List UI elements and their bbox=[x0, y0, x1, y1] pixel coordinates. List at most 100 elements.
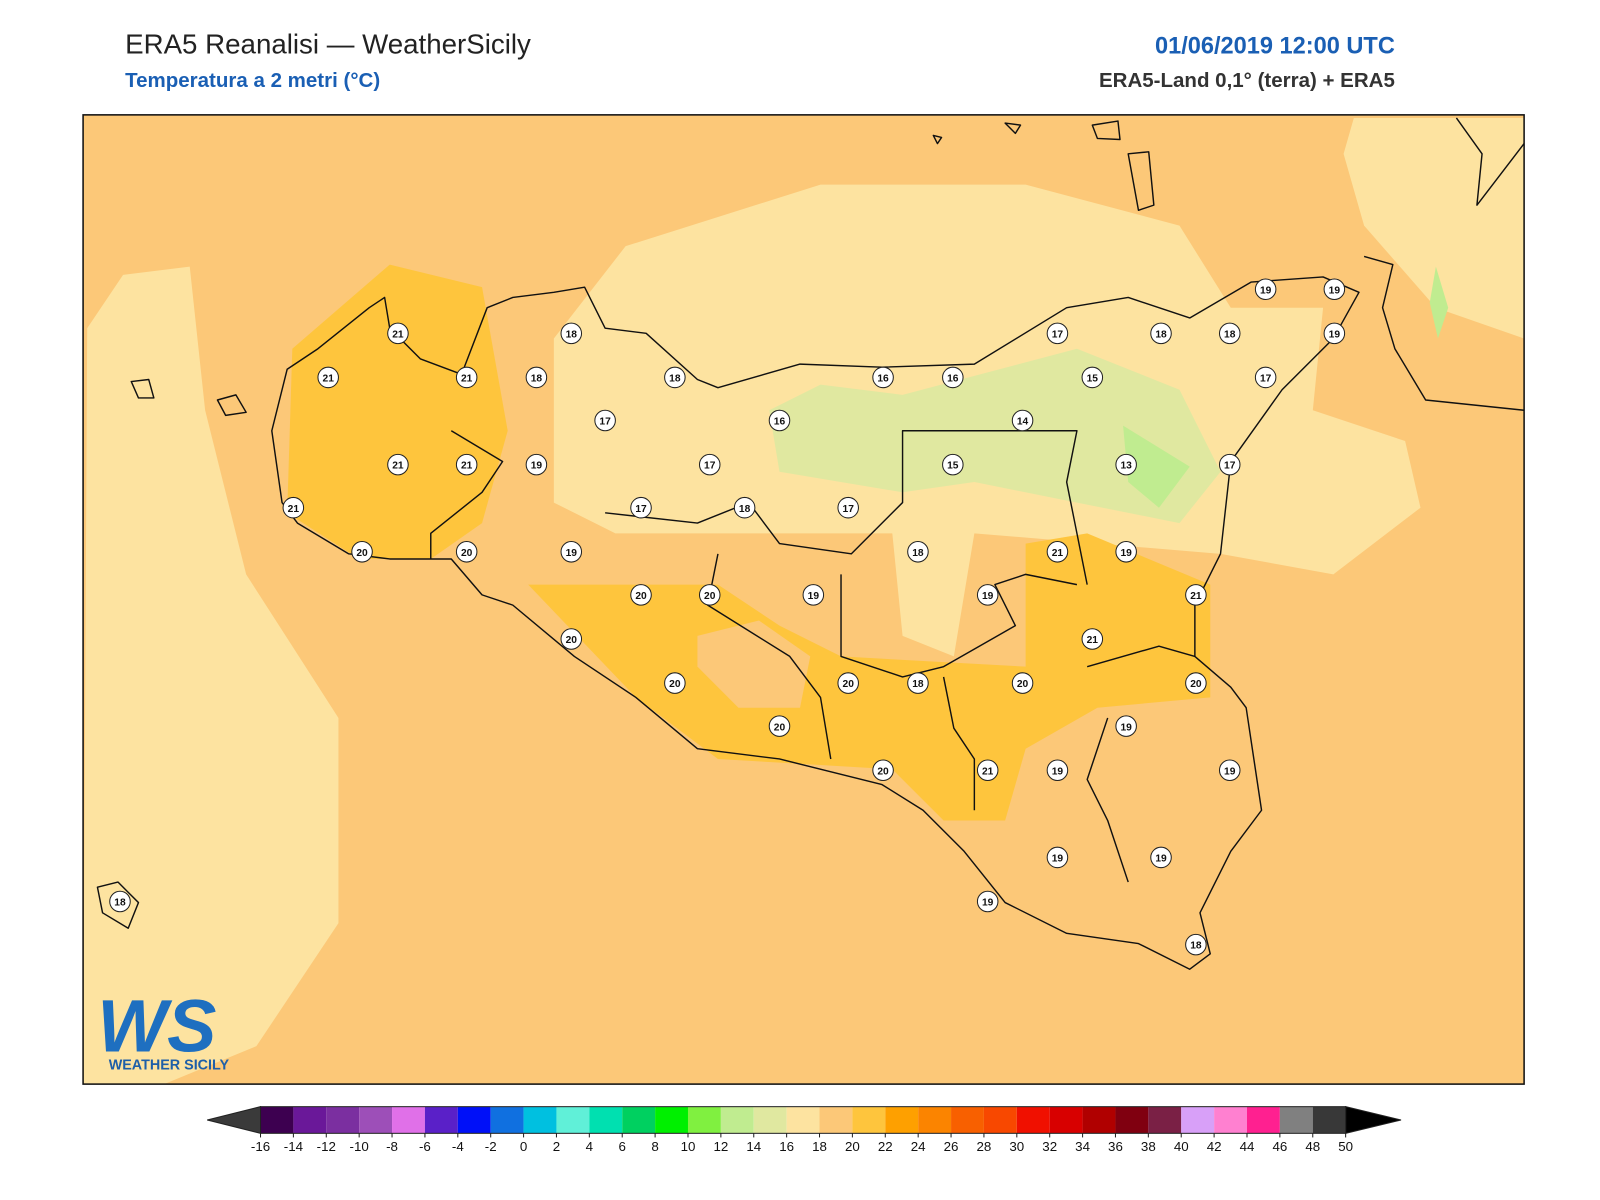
colorbar-tick-label: 40 bbox=[1174, 1139, 1189, 1154]
colorbar-segment bbox=[655, 1106, 688, 1134]
colorbar-tick-label: 42 bbox=[1207, 1139, 1222, 1154]
station-marker bbox=[630, 584, 652, 606]
station-marker bbox=[872, 759, 894, 782]
colorbar-tick-label: -8 bbox=[386, 1139, 398, 1154]
colorbar-segment bbox=[786, 1106, 820, 1134]
station-value: 20 bbox=[774, 722, 786, 733]
colorbar-tick-label: 36 bbox=[1108, 1139, 1123, 1154]
station-value: 20 bbox=[461, 548, 473, 559]
colorbar-tick-label: 38 bbox=[1141, 1139, 1156, 1154]
station-marker bbox=[387, 322, 409, 345]
station-value: 17 bbox=[704, 461, 716, 472]
station-marker bbox=[768, 409, 791, 432]
station-value: 19 bbox=[1329, 329, 1341, 340]
colorbar-segment bbox=[457, 1106, 491, 1134]
colorbar-under bbox=[207, 1106, 262, 1134]
colorbar-tick-label: 48 bbox=[1305, 1139, 1320, 1154]
coastline bbox=[1455, 117, 1525, 206]
station-marker bbox=[837, 672, 859, 694]
station-value: 17 bbox=[1224, 461, 1236, 472]
station-marker bbox=[317, 366, 339, 389]
map-frame bbox=[82, 114, 1525, 1085]
zone-12-14 bbox=[1429, 266, 1449, 339]
station-value: 20 bbox=[1190, 679, 1202, 690]
station-value: 19 bbox=[1120, 548, 1132, 559]
station-marker bbox=[942, 366, 964, 389]
station-value: 21 bbox=[288, 504, 300, 515]
station-value: 20 bbox=[1017, 679, 1029, 690]
station-value: 18 bbox=[912, 679, 924, 690]
station-value: 16 bbox=[947, 374, 959, 385]
station-value: 17 bbox=[843, 504, 855, 515]
station-value: 17 bbox=[599, 417, 611, 428]
colorbar-tick-label: 4 bbox=[586, 1139, 594, 1154]
colorbar-segment bbox=[1312, 1106, 1346, 1134]
map-panel: 21 18 21 21 18 18 17 16 21 21 19 17 17 18 17 21 20 20 19 20… bbox=[82, 114, 1525, 1085]
station-value: 19 bbox=[531, 461, 543, 472]
station-value: 19 bbox=[1224, 766, 1236, 777]
station-marker bbox=[907, 672, 929, 694]
colorbar-tick-label: -14 bbox=[284, 1139, 304, 1154]
station-value: 20 bbox=[704, 591, 716, 602]
station-marker bbox=[455, 453, 478, 476]
station-marker bbox=[109, 890, 131, 913]
colorbar-tick-label: 20 bbox=[845, 1139, 860, 1154]
station-value: 21 bbox=[392, 329, 404, 340]
station-marker bbox=[1218, 759, 1241, 782]
station-marker bbox=[351, 541, 373, 563]
colorbar-tick-label: 8 bbox=[651, 1139, 658, 1154]
station-value: 21 bbox=[1052, 548, 1064, 559]
station-value: 18 bbox=[566, 329, 578, 340]
station-value: 19 bbox=[1052, 766, 1064, 777]
colorbar-over bbox=[1345, 1106, 1402, 1134]
station-marker bbox=[455, 541, 478, 563]
colorbar-tick-label: 18 bbox=[812, 1139, 827, 1154]
station-value: 20 bbox=[877, 766, 889, 777]
colorbar-segment bbox=[1279, 1106, 1313, 1134]
station-value: 17 bbox=[1260, 374, 1272, 385]
station-marker bbox=[664, 366, 686, 389]
logo-text: WEATHER SICILY bbox=[109, 1058, 230, 1074]
station-marker bbox=[560, 628, 583, 650]
colorbar-tick-label: 50 bbox=[1338, 1139, 1353, 1154]
station-value: 21 bbox=[461, 374, 473, 385]
colorbar-segment bbox=[1115, 1106, 1149, 1134]
colorbar-segment bbox=[753, 1106, 787, 1134]
zone-12-14 bbox=[1123, 425, 1190, 508]
station-marker bbox=[664, 672, 686, 694]
colorbar-segment bbox=[720, 1106, 754, 1134]
zone-18-20 bbox=[697, 620, 811, 708]
colorbar-tick-label: 28 bbox=[977, 1139, 992, 1154]
station-marker bbox=[976, 759, 999, 782]
colorbar-segment bbox=[424, 1106, 458, 1134]
station-value: 20 bbox=[669, 679, 681, 690]
colorbar-segment bbox=[918, 1106, 952, 1134]
stations: 21 18 21 21 18 18 17 16 21 21 19 17 17 18 17 21 20 20 19 20… bbox=[109, 278, 1346, 956]
station-marker bbox=[525, 366, 548, 389]
station-marker bbox=[1323, 278, 1346, 300]
colorbar-segment bbox=[1049, 1106, 1083, 1134]
station-marker bbox=[1115, 715, 1137, 737]
colorbar-tick-label: 22 bbox=[878, 1139, 893, 1154]
station-value: 19 bbox=[982, 898, 994, 909]
colorbar-segment bbox=[1181, 1106, 1215, 1134]
station-value: 15 bbox=[1087, 374, 1099, 385]
zone-16-18 bbox=[1343, 117, 1525, 339]
colorbar-frame bbox=[259, 1106, 1347, 1134]
station-marker bbox=[1046, 759, 1069, 782]
colorbar-segment bbox=[852, 1106, 886, 1134]
station-marker bbox=[976, 890, 999, 913]
station-marker bbox=[802, 584, 825, 606]
station-value: 20 bbox=[566, 635, 578, 646]
station-marker bbox=[698, 453, 721, 476]
station-value: 19 bbox=[1329, 285, 1341, 296]
station-marker bbox=[1081, 628, 1104, 650]
station-value: 21 bbox=[1087, 635, 1099, 646]
colorbar-segment bbox=[556, 1106, 590, 1134]
colorbar-tick-label: 44 bbox=[1240, 1139, 1255, 1154]
colorbar-segment bbox=[523, 1106, 557, 1134]
station-marker bbox=[525, 453, 548, 476]
subtitle: Temperatura a 2 metri (°C) bbox=[125, 69, 380, 92]
colorbar-segment bbox=[326, 1106, 360, 1134]
